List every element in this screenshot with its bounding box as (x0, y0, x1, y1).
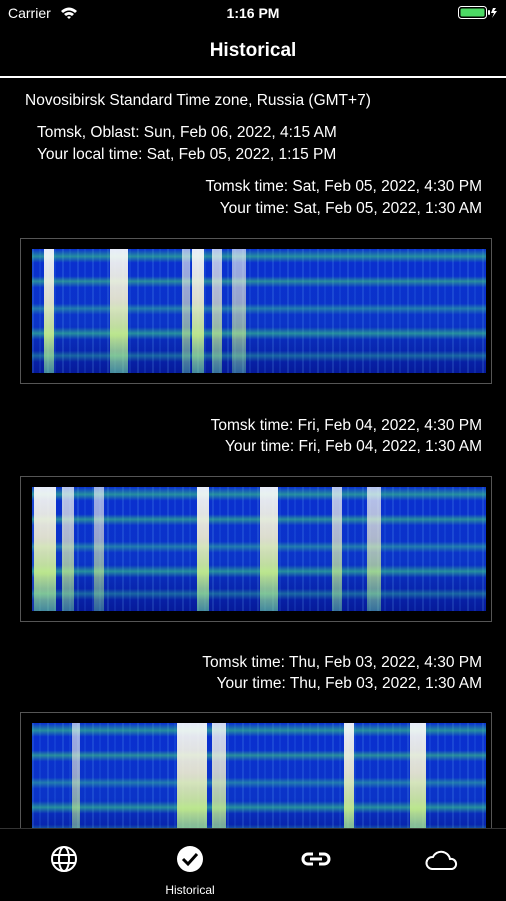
signal-streak (410, 723, 426, 847)
tab-label[interactable]: Historical (165, 883, 215, 897)
signal-streak (260, 487, 278, 611)
your-time: Your time: Sat, Feb 05, 2022, 1:30 AM (219, 200, 482, 217)
your-time: Your time: Thu, Feb 03, 2022, 1:30 AM (216, 675, 482, 692)
signal-streak (367, 487, 381, 611)
signal-streak (332, 487, 342, 611)
spectrogram[interactable] (20, 238, 492, 384)
signal-streak (72, 723, 80, 847)
tab-cloud[interactable] (422, 845, 462, 875)
spectrogram-image (32, 249, 486, 373)
signal-streak (212, 249, 222, 373)
tab-link[interactable] (296, 845, 336, 875)
tomsk-time: Tomsk time: Thu, Feb 03, 2022, 4:30 PM (202, 654, 482, 671)
battery-icon (458, 6, 497, 19)
spectrogram[interactable] (20, 712, 492, 858)
signal-streak (110, 249, 128, 373)
signal-streak (182, 249, 190, 373)
nav-title: Historical (209, 40, 297, 61)
spectrogram[interactable] (20, 476, 492, 622)
signal-streak (177, 723, 207, 847)
nav-divider (0, 76, 506, 78)
signal-streak (192, 249, 204, 373)
tomsk-time: Tomsk time: Fri, Feb 04, 2022, 4:30 PM (210, 417, 482, 434)
signal-streak (94, 487, 104, 611)
timezone: Novosibirsk Standard Time zone, Russia (… (25, 92, 371, 109)
signal-streak (34, 487, 56, 611)
signal-streak (344, 723, 354, 847)
tab-bar: Historical (0, 828, 506, 901)
your-time: Your time: Fri, Feb 04, 2022, 1:30 AM (224, 438, 482, 455)
signal-streak (62, 487, 74, 611)
tab-historical[interactable] (170, 845, 210, 875)
signal-streak (212, 723, 226, 847)
local-time: Your local time: Sat, Feb 05, 2022, 1:15… (37, 146, 337, 163)
wifi-icon (61, 7, 77, 19)
spectrogram-image (32, 723, 486, 847)
spectrogram-image (32, 487, 486, 611)
signal-streak (197, 487, 209, 611)
tab-globe[interactable] (44, 845, 84, 875)
signal-streak (44, 249, 54, 373)
location-time: Tomsk, Oblast: Sun, Feb 06, 2022, 4:15 A… (37, 124, 337, 141)
signal-streak (232, 249, 246, 373)
carrier: Carrier (8, 5, 51, 21)
clock: 1:16 PM (226, 5, 280, 21)
tomsk-time: Tomsk time: Sat, Feb 05, 2022, 4:30 PM (205, 178, 482, 195)
